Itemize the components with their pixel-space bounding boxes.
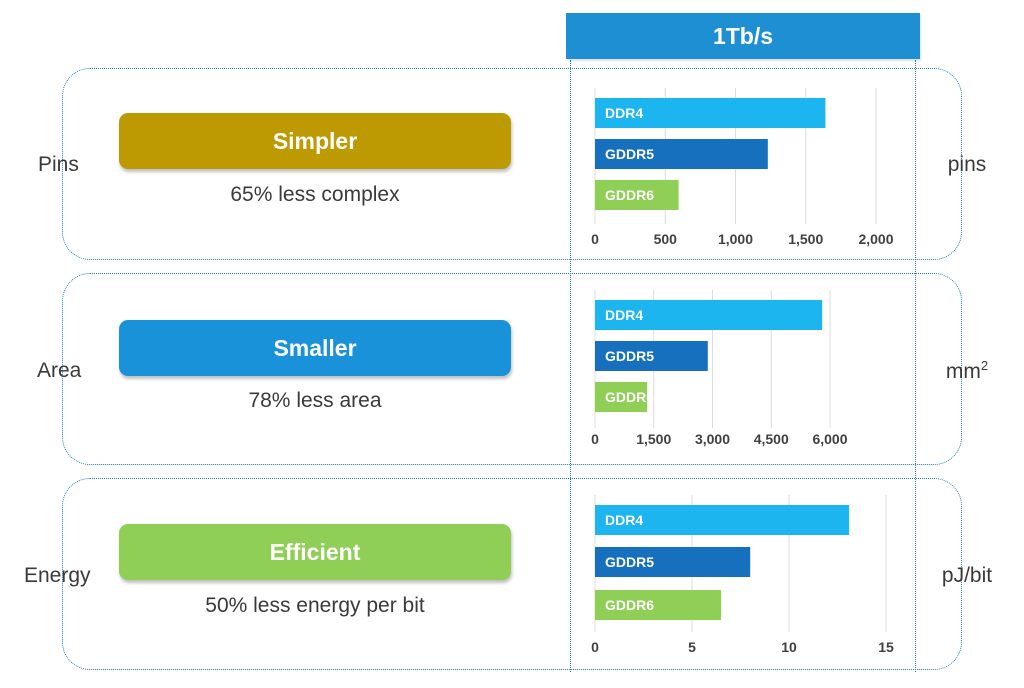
bar-gddr6 xyxy=(595,590,722,620)
row-box-area xyxy=(62,273,962,465)
bar-label: GDDR5 xyxy=(605,348,654,364)
row-label-pins: Pins xyxy=(38,153,79,176)
energy-subtext: 50% less energy per bit xyxy=(205,594,425,617)
bar-gddr6 xyxy=(595,382,648,412)
tick-label: 1,500 xyxy=(788,231,823,247)
bar-gddr5 xyxy=(595,139,768,169)
tick-label: 0 xyxy=(591,231,599,247)
unit-label-area: mm2 xyxy=(927,358,1007,384)
bar-label: DDR4 xyxy=(605,512,643,528)
bar-ddr4 xyxy=(595,300,823,330)
bar-label: GDDR6 xyxy=(605,389,654,405)
tick-label: 0 xyxy=(591,639,599,655)
unit-text: mm xyxy=(945,360,981,383)
row-label-area: Area xyxy=(37,359,82,382)
unit-text: pins xyxy=(947,153,987,176)
area-subtext: 78% less area xyxy=(248,389,382,412)
bar-label: DDR4 xyxy=(605,105,643,121)
tick-label: 10 xyxy=(781,639,797,655)
bar-label: GDDR6 xyxy=(605,187,654,203)
unit-label-pins: pins xyxy=(927,153,1007,177)
smaller-pill: Smaller xyxy=(119,320,511,376)
unit-label-energy: pJ/bit xyxy=(927,564,1007,588)
bar-label: GDDR5 xyxy=(605,146,654,162)
bar-label: GDDR5 xyxy=(605,554,654,570)
tick-label: 15 xyxy=(878,639,894,655)
tick-label: 1,500 xyxy=(636,431,671,447)
bar-gddr6 xyxy=(595,180,679,210)
simpler-pill: Simpler xyxy=(119,113,511,169)
row-box-pins xyxy=(62,68,962,260)
tick-label: 5 xyxy=(688,639,696,655)
bar-ddr4 xyxy=(595,505,850,535)
tick-label: 2,000 xyxy=(858,231,893,247)
bar-label: GDDR6 xyxy=(605,597,654,613)
chart-column-frame xyxy=(570,60,916,672)
bar-gddr5 xyxy=(595,341,708,371)
pins-subtext: 65% less complex xyxy=(230,183,400,206)
tick-label: 3,000 xyxy=(695,431,730,447)
row-label-energy: Energy xyxy=(24,564,91,587)
header-banner-label: 1Tb/s xyxy=(712,22,774,49)
tick-label: 6,000 xyxy=(812,431,847,447)
bar-label: DDR4 xyxy=(605,307,643,323)
unit-superscript: 2 xyxy=(980,358,989,373)
tick-label: 0 xyxy=(591,431,599,447)
tick-label: 500 xyxy=(654,231,678,247)
header-banner: 1Tb/s xyxy=(566,13,920,59)
tick-label: 1,000 xyxy=(718,231,753,247)
row-box-energy xyxy=(62,478,962,670)
unit-text: pJ/bit xyxy=(941,564,993,587)
bar-gddr5 xyxy=(595,547,751,577)
efficient-pill: Efficient xyxy=(119,524,511,580)
bar-ddr4 xyxy=(595,98,826,128)
tick-label: 4,500 xyxy=(754,431,789,447)
